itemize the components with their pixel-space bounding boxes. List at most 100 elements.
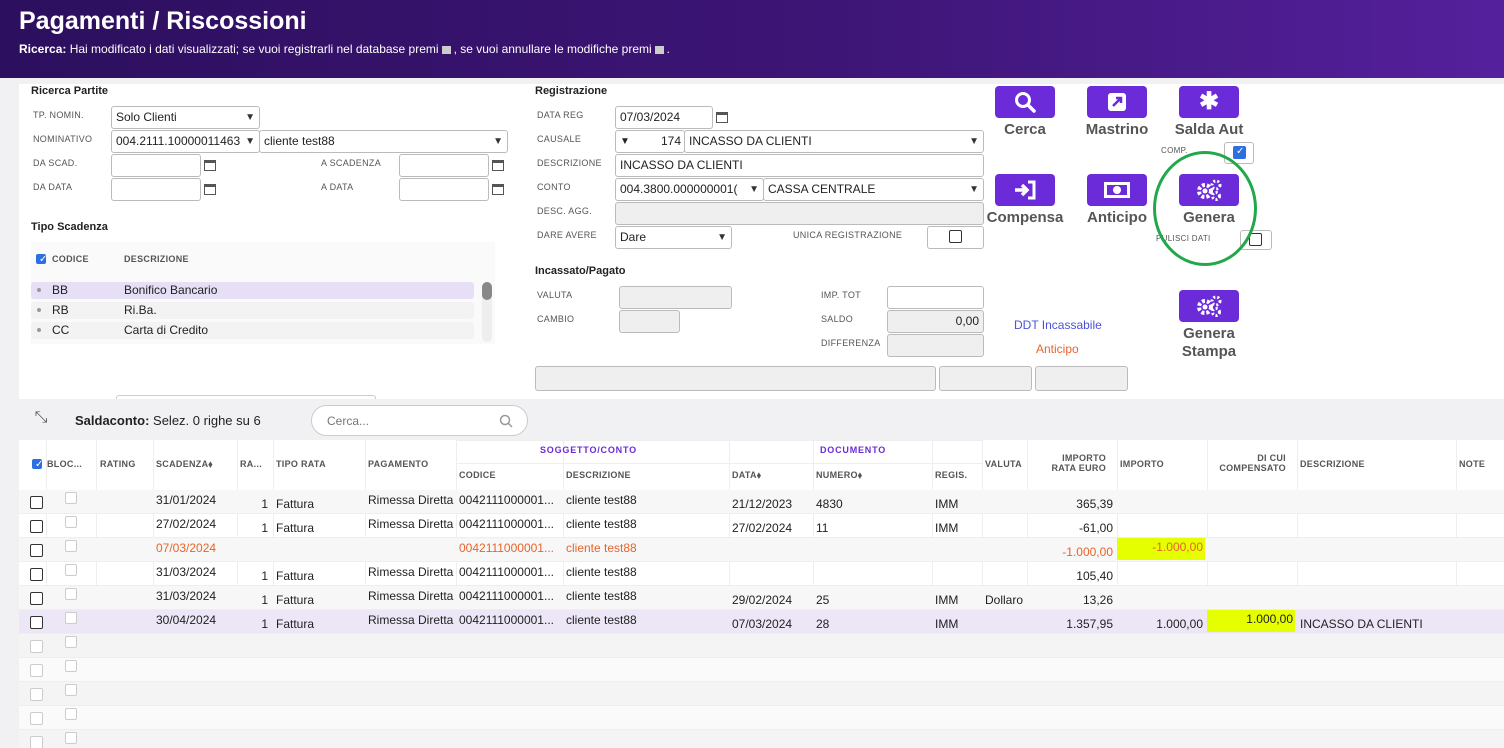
- table-row[interactable]: 31/03/2024 1 Fattura Rimessa Diretta 0042111…: [19, 586, 1504, 610]
- col-regis[interactable]: REGIS.: [935, 470, 968, 480]
- row-block-checkbox[interactable]: [65, 612, 77, 624]
- cell-regis: IMM: [935, 521, 959, 535]
- list-item[interactable]: RB Ri.Ba.: [31, 302, 474, 319]
- row-checkbox[interactable]: [30, 592, 43, 605]
- cell-scad: 31/01/2024: [156, 493, 217, 507]
- compensa-button[interactable]: [995, 174, 1055, 206]
- anticipo-button[interactable]: [1087, 174, 1147, 206]
- causale-desc-select[interactable]: INCASSO DA CLIENTI: [684, 130, 984, 153]
- row-block-checkbox[interactable]: [65, 492, 77, 504]
- col-data[interactable]: DATA⬧: [732, 470, 762, 480]
- col-numero[interactable]: NUMERO⬧: [816, 470, 863, 480]
- calendar-icon[interactable]: [492, 160, 504, 171]
- causale-code-select[interactable]: ▼ 174: [615, 130, 685, 153]
- table-row[interactable]: 27/02/2024 1 Fattura Rimessa Diretta 0042111…: [19, 514, 1504, 538]
- row-checkbox[interactable]: [30, 568, 43, 581]
- table-row[interactable]: 30/04/2024 1 Fattura Rimessa Diretta 0042111…: [19, 610, 1504, 634]
- empty-row: [19, 634, 1504, 658]
- col-compensato[interactable]: DI CUI COMPENSATO: [1219, 453, 1286, 473]
- col-descrizione[interactable]: DESCRIZIONE: [566, 470, 631, 480]
- select-all-rows-checkbox[interactable]: [32, 459, 43, 470]
- select-all-checkbox[interactable]: [36, 254, 47, 265]
- col-note[interactable]: NOTE: [1459, 459, 1486, 469]
- calendar-icon[interactable]: [204, 184, 216, 195]
- nominativo-name-select[interactable]: cliente test88: [259, 130, 508, 153]
- conto-desc-select[interactable]: CASSA CENTRALE: [763, 178, 984, 201]
- cell-num: 4830: [816, 497, 843, 511]
- descrizione-input[interactable]: INCASSO DA CLIENTI: [615, 154, 984, 177]
- calendar-icon[interactable]: [492, 184, 504, 195]
- cerca-button[interactable]: [995, 86, 1055, 118]
- nominativo-code-select[interactable]: 004.2111.10000011463: [111, 130, 260, 153]
- salda-aut-button[interactable]: ✱: [1179, 86, 1239, 118]
- list-item[interactable]: BB Bonifico Bancario: [31, 282, 474, 299]
- row-block-checkbox[interactable]: [65, 684, 77, 696]
- row-checkbox[interactable]: [30, 616, 43, 629]
- undo-icon[interactable]: [654, 45, 664, 54]
- col-descrizione-2[interactable]: DESCRIZIONE: [1300, 459, 1365, 469]
- col-importo-rata[interactable]: IMPORTO RATA EURO: [1051, 453, 1106, 473]
- collapse-icon[interactable]: ⤡: [34, 409, 48, 426]
- col-codice[interactable]: CODICE: [459, 470, 496, 480]
- mastrino-button[interactable]: [1087, 86, 1147, 118]
- ddt-incassabile-link[interactable]: DDT Incassabile: [1014, 318, 1102, 332]
- row-block-checkbox[interactable]: [65, 588, 77, 600]
- causale-label: CAUSALE: [537, 134, 582, 144]
- cell-imp-rata: -1.000,00: [1062, 545, 1113, 559]
- col-scadenza[interactable]: SCADENZA⬧: [156, 459, 213, 469]
- row-checkbox[interactable]: [30, 640, 43, 653]
- conto-label: CONTO: [537, 182, 571, 192]
- row-checkbox[interactable]: [30, 520, 43, 533]
- row-block-checkbox[interactable]: [65, 660, 77, 672]
- unica-registrazione-label: UNICA REGISTRAZIONE: [793, 230, 903, 240]
- table-row[interactable]: 31/03/2024 1 Fattura Rimessa Diretta 0042111…: [19, 562, 1504, 586]
- dare-avere-select[interactable]: Dare: [615, 226, 732, 249]
- cell-desc: cliente test88: [566, 517, 637, 531]
- da-data-input[interactable]: [111, 178, 201, 201]
- table-search-input[interactable]: Cerca...: [311, 405, 528, 436]
- unica-registrazione-checkbox[interactable]: [949, 230, 962, 243]
- save-icon[interactable]: [441, 45, 451, 54]
- comp-label: COMP.: [1161, 146, 1188, 155]
- row-checkbox[interactable]: [30, 664, 43, 677]
- row-block-checkbox[interactable]: [65, 540, 77, 552]
- imp-tot-input[interactable]: [887, 286, 984, 309]
- table-row[interactable]: 07/03/2024 0042111000001... cliente test88…: [19, 538, 1504, 562]
- pulisci-dati-checkbox[interactable]: [1249, 233, 1262, 246]
- valuta-input[interactable]: [619, 286, 732, 309]
- empty-row: [19, 730, 1504, 748]
- anticipo-link[interactable]: Anticipo: [1036, 342, 1079, 356]
- da-scad-input[interactable]: [111, 154, 201, 177]
- row-checkbox[interactable]: [30, 712, 43, 725]
- row-block-checkbox[interactable]: [65, 708, 77, 720]
- a-data-input[interactable]: [399, 178, 489, 201]
- genera-stampa-button[interactable]: [1179, 290, 1239, 322]
- col-valuta[interactable]: VALUTA: [985, 459, 1022, 469]
- col-tipo-rata[interactable]: TIPO RATA: [276, 459, 326, 469]
- comp-checkbox[interactable]: [1233, 146, 1246, 159]
- col-rata[interactable]: RA...: [240, 459, 263, 469]
- a-scad-input[interactable]: [399, 154, 489, 177]
- col-pagamento[interactable]: PAGAMENTO: [368, 459, 429, 469]
- row-checkbox[interactable]: [30, 688, 43, 701]
- row-checkbox[interactable]: [30, 544, 43, 557]
- desc-agg-input[interactable]: [615, 202, 984, 225]
- row-checkbox[interactable]: [30, 736, 43, 748]
- table-row[interactable]: 31/01/2024 1 Fattura Rimessa Diretta 0042111…: [19, 490, 1504, 514]
- row-block-checkbox[interactable]: [65, 732, 77, 744]
- data-reg-input[interactable]: 07/03/2024: [615, 106, 713, 129]
- row-block-checkbox[interactable]: [65, 516, 77, 528]
- list-scrollbar[interactable]: [482, 282, 492, 342]
- calendar-icon[interactable]: [204, 160, 216, 171]
- cambio-input[interactable]: [619, 310, 680, 333]
- row-checkbox[interactable]: [30, 496, 43, 509]
- row-block-checkbox[interactable]: [65, 636, 77, 648]
- calendar-icon[interactable]: [716, 112, 728, 123]
- col-importo[interactable]: IMPORTO: [1120, 459, 1164, 469]
- row-block-checkbox[interactable]: [65, 564, 77, 576]
- col-rating[interactable]: RATING: [100, 459, 136, 469]
- conto-code-select[interactable]: 004.3800.000000001(: [615, 178, 764, 201]
- list-item[interactable]: CC Carta di Credito: [31, 322, 474, 339]
- col-blocco[interactable]: BLOC...: [47, 459, 83, 469]
- tp-nomin-select[interactable]: Solo Clienti: [111, 106, 260, 129]
